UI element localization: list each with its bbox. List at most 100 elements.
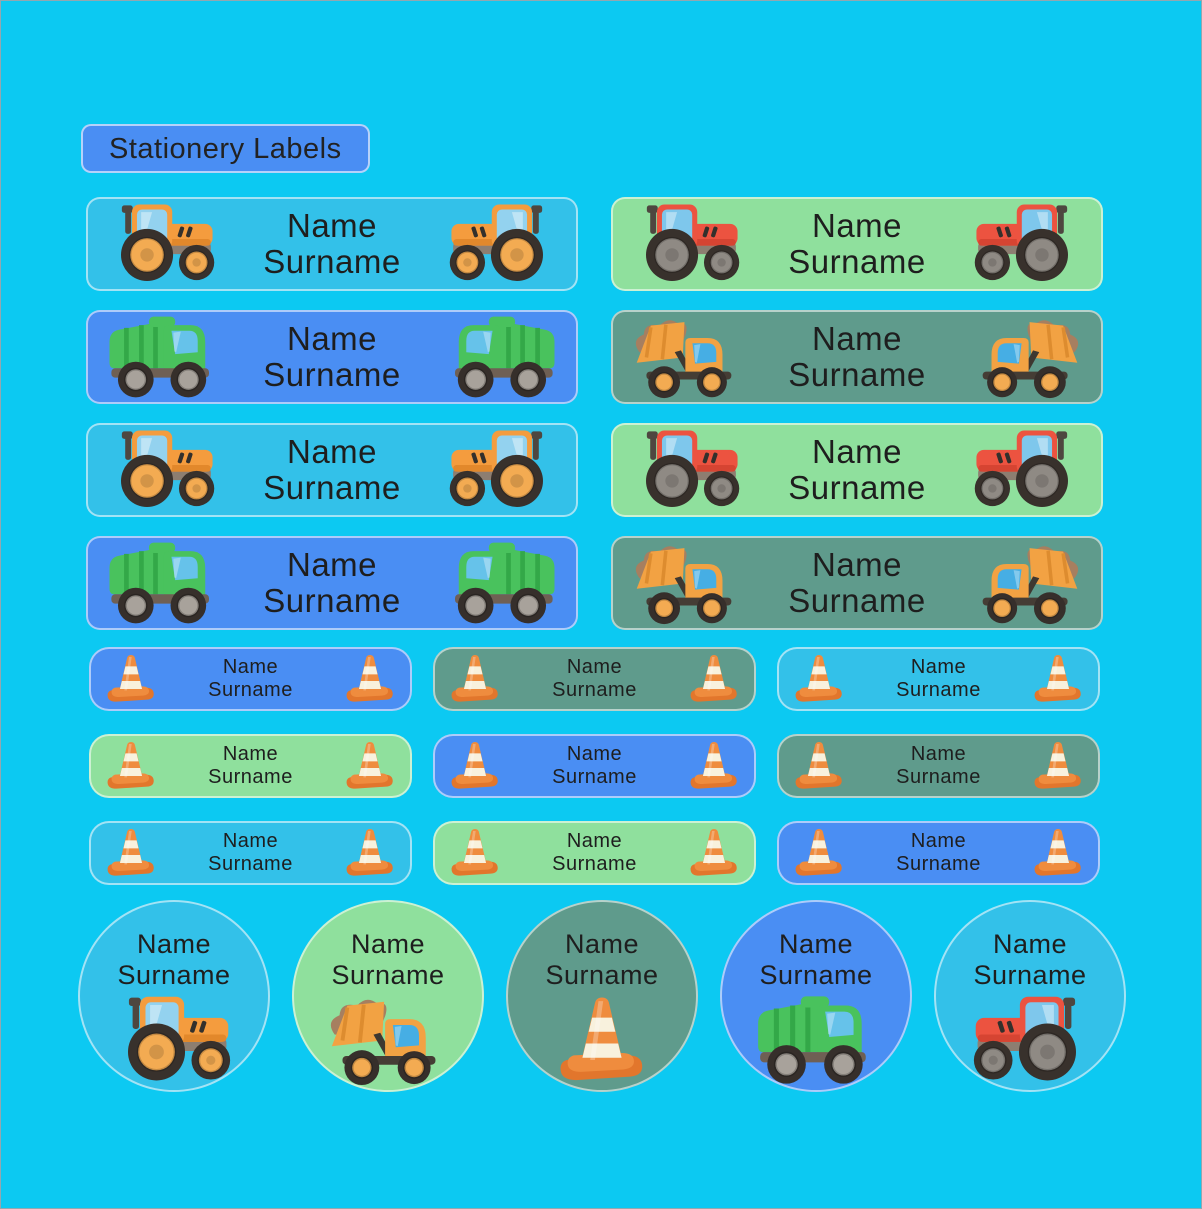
label-strip-small[interactable]: Name Surname (777, 734, 1100, 798)
name-line: Name (910, 830, 967, 852)
label-name-text: Name Surname (502, 830, 687, 876)
green-dump-truck-icon (102, 315, 224, 399)
name-line: Name (564, 929, 640, 959)
label-strip-large[interactable]: Name Surname (86, 310, 578, 404)
name-line: Name (566, 743, 623, 765)
label-name-text: Name Surname (224, 432, 440, 507)
label-round[interactable]: Name Surname (292, 900, 484, 1092)
red-tractor-icon (964, 994, 1096, 1086)
name-line: Name (811, 432, 903, 470)
green-dump-truck-icon (440, 315, 562, 399)
traffic-cone-icon (687, 653, 741, 705)
label-round[interactable]: Name Surname (506, 900, 698, 1092)
surname-line: Surname (896, 679, 981, 701)
orange-dump-truck-icon (965, 541, 1087, 625)
orange-tractor-icon (102, 202, 224, 286)
label-strip-small[interactable]: Name Surname (89, 821, 412, 885)
orange-dump-truck-icon (322, 994, 454, 1086)
label-name-text: Name Surname (502, 656, 687, 702)
surname-line: Surname (208, 679, 293, 701)
surname-line: Surname (552, 853, 637, 875)
name-line: Name (350, 929, 426, 959)
green-dump-truck-icon (750, 994, 882, 1086)
name-line: Name (286, 206, 378, 244)
label-name-text: Name Surname (846, 656, 1031, 702)
surname-line: Surname (973, 960, 1087, 991)
label-name-text: Name Surname (117, 929, 230, 991)
name-line: Name (811, 206, 903, 244)
traffic-cone-icon (448, 827, 502, 879)
traffic-cone-icon (104, 653, 158, 705)
surname-line: Surname (331, 960, 445, 991)
label-strip-small[interactable]: Name Surname (433, 821, 756, 885)
label-name-text: Name Surname (224, 546, 440, 620)
label-name-text: Name Surname (158, 656, 343, 702)
name-line: Name (992, 929, 1068, 959)
traffic-cone-icon (1031, 740, 1085, 792)
name-line: Name (286, 432, 378, 470)
traffic-cone-icon (448, 653, 502, 705)
label-strip-small[interactable]: Name Surname (89, 647, 412, 711)
traffic-cone-icon (1031, 827, 1085, 879)
traffic-cone-icon (792, 653, 846, 705)
label-name-text: Name Surname (749, 545, 965, 620)
label-name-text: Name Surname (749, 319, 965, 394)
label-strip-small[interactable]: Name Surname (433, 734, 756, 798)
orange-dump-truck-icon (965, 315, 1087, 399)
label-strip-large[interactable]: Name Surname (86, 536, 578, 630)
surname-line: Surname (208, 853, 293, 875)
traffic-cone-icon (104, 827, 158, 879)
traffic-cone-icon (448, 740, 502, 792)
label-strip-small[interactable]: Name Surname (777, 821, 1100, 885)
label-strip-small[interactable]: Name Surname (89, 734, 412, 798)
label-name-text: Name Surname (545, 929, 658, 991)
traffic-cone-icon (1031, 653, 1085, 705)
surname-line: Surname (759, 960, 873, 991)
name-line: Name (811, 319, 903, 357)
page-title: Stationery Labels (81, 124, 370, 173)
surname-line: Surname (788, 243, 926, 280)
surname-line: Surname (208, 766, 293, 788)
label-round[interactable]: Name Surname (720, 900, 912, 1092)
label-name-text: Name Surname (846, 830, 1031, 876)
name-line: Name (222, 743, 279, 765)
orange-dump-truck-icon (627, 315, 749, 399)
label-strip-large[interactable]: Name Surname (86, 197, 578, 291)
traffic-cone-icon (552, 994, 652, 1086)
name-line: Name (566, 656, 623, 678)
label-strip-large[interactable]: Name Surname (611, 423, 1103, 517)
label-round[interactable]: Name Surname (934, 900, 1126, 1092)
round-labels-row: Name Surname Name Surname Name Surname N… (78, 900, 1126, 1092)
label-name-text: Name Surname (749, 206, 965, 281)
label-name-text: Name Surname (973, 929, 1086, 991)
label-name-text: Name Surname (224, 320, 440, 394)
label-strip-large[interactable]: Name Surname (86, 423, 578, 517)
red-tractor-icon (965, 202, 1087, 286)
surname-line: Surname (896, 853, 981, 875)
name-line: Name (778, 929, 854, 959)
label-strip-large[interactable]: Name Surname (611, 310, 1103, 404)
surname-line: Surname (263, 469, 401, 506)
red-tractor-icon (965, 428, 1087, 512)
red-tractor-icon (627, 428, 749, 512)
orange-dump-truck-icon (627, 541, 749, 625)
surname-line: Surname (545, 960, 659, 991)
large-labels-grid: Name Surname Name Surname Name Surname (86, 197, 1103, 630)
name-line: Name (910, 656, 967, 678)
label-strip-small[interactable]: Name Surname (433, 647, 756, 711)
label-strip-small[interactable]: Name Surname (777, 647, 1100, 711)
traffic-cone-icon (343, 653, 397, 705)
traffic-cone-icon (343, 827, 397, 879)
label-strip-large[interactable]: Name Surname (611, 197, 1103, 291)
label-name-text: Name Surname (749, 432, 965, 507)
label-name-text: Name Surname (502, 743, 687, 789)
orange-tractor-icon (440, 428, 562, 512)
orange-tractor-icon (102, 428, 224, 512)
name-line: Name (811, 545, 903, 583)
name-line: Name (566, 830, 623, 852)
label-round[interactable]: Name Surname (78, 900, 270, 1092)
name-line: Name (910, 743, 967, 765)
label-name-text: Name Surname (846, 743, 1031, 789)
label-strip-large[interactable]: Name Surname (611, 536, 1103, 630)
